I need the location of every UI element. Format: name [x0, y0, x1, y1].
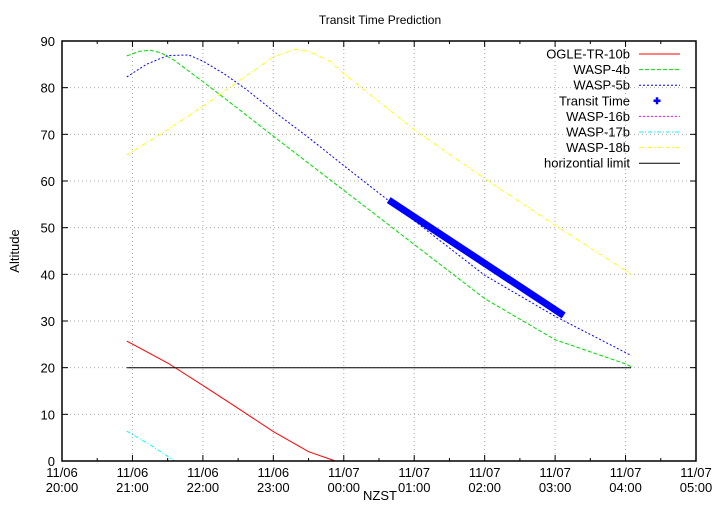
x-tick-label-date: 11/06: [117, 465, 149, 480]
plot-frame: [61, 40, 697, 462]
y-tick-label: 70: [41, 127, 55, 142]
legend-label: horizontial limit: [544, 156, 630, 171]
x-tick-label-date: 11/07: [680, 465, 712, 480]
y-tick-label: 60: [41, 174, 55, 189]
legend-label: WASP-5b: [573, 78, 630, 93]
x-tick-label-time: 00:00: [328, 480, 361, 495]
x-tick-label-time: 20:00: [46, 480, 79, 495]
x-tick-label-date: 11/07: [539, 465, 571, 480]
legend-marker-plus-icon: [653, 97, 661, 105]
series-transit-time: [386, 197, 566, 319]
x-tick-label-time: 22:00: [187, 480, 220, 495]
y-tick-label: 0: [48, 454, 55, 469]
x-tick-label-time: 23:00: [257, 480, 290, 495]
x-tick-label-time: 05:00: [680, 480, 713, 495]
x-tick-label-date: 11/06: [258, 465, 290, 480]
x-tick-label-time: 04:00: [609, 480, 642, 495]
legend-label: WASP-18b: [566, 140, 630, 155]
data-series: [126, 48, 632, 462]
chart-title: Transit Time Prediction: [319, 13, 441, 27]
y-axis-ticks: 0 10 20 30 40 50 60 70 80 90: [41, 34, 696, 469]
y-tick-label: 30: [41, 314, 55, 329]
legend-label: WASP-4b: [573, 62, 630, 77]
y-axis-label: Altitude: [7, 229, 22, 272]
x-axis-label: NZST: [363, 488, 397, 503]
y-tick-label: 80: [41, 81, 55, 96]
series-ogle-tr-10b: [126, 340, 336, 462]
y-tick-label: 10: [41, 407, 55, 422]
y-tick-label: 20: [41, 361, 55, 376]
series-wasp-5b: [126, 54, 632, 356]
legend-label: Transit Time: [559, 93, 630, 108]
x-tick-label-time: 02:00: [468, 480, 501, 495]
y-tick-label: 50: [41, 221, 55, 236]
x-tick-label-date: 11/07: [398, 465, 430, 480]
x-tick-label-date: 11/07: [610, 465, 642, 480]
y-tick-label: 90: [41, 34, 55, 49]
legend-label: WASP-16b: [566, 109, 630, 124]
x-tick-label-date: 11/06: [46, 465, 78, 480]
series-wasp-17b: [126, 430, 175, 462]
x-tick-label-date: 11/07: [328, 465, 360, 480]
x-tick-label-date: 11/07: [469, 465, 501, 480]
y-tick-label: 40: [41, 267, 55, 282]
series-wasp-4b: [126, 49, 632, 368]
x-tick-label-time: 21:00: [116, 480, 149, 495]
x-tick-label-time: 01:00: [398, 480, 431, 495]
x-tick-label-date: 11/06: [187, 465, 219, 480]
legend-label: OGLE-TR-10b: [546, 47, 630, 62]
x-tick-label-time: 03:00: [539, 480, 572, 495]
series-wasp-18b: [126, 48, 632, 275]
legend-label: WASP-17b: [566, 125, 630, 140]
x-axis-ticks: 11/0620:0011/0621:0011/0622:0011/0623:00…: [46, 41, 713, 495]
